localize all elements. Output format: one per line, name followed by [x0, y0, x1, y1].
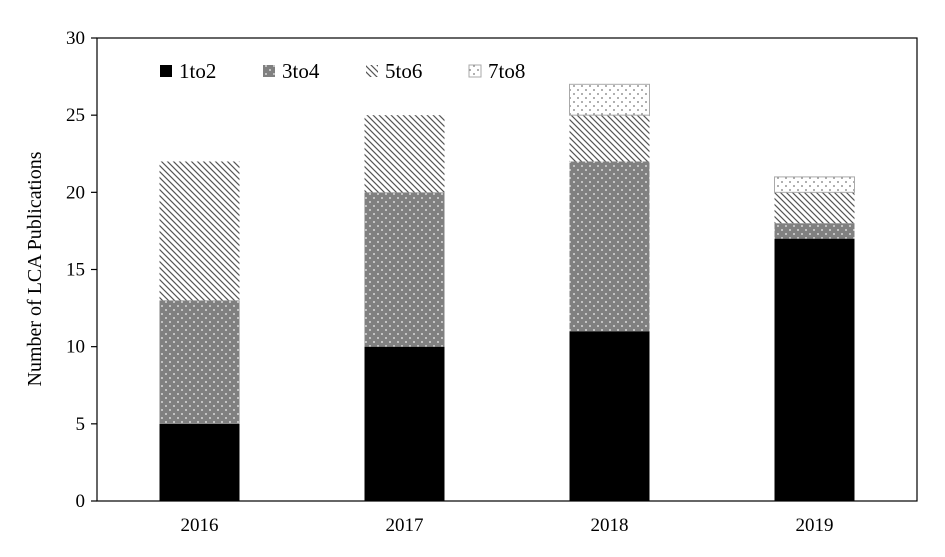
bar-3to4-2017 [364, 192, 445, 347]
x-tick-label: 2017 [386, 515, 424, 536]
x-axis: 2016 2017 2018 2019 [181, 515, 834, 536]
bar-5to6-2017 [364, 115, 445, 193]
x-tick-label: 2016 [181, 515, 219, 536]
y-tick-label: 5 [76, 414, 86, 435]
y-tick-label: 0 [76, 491, 86, 512]
legend-label-1to2: 1to2 [179, 59, 216, 83]
y-tick-label: 15 [66, 260, 85, 281]
x-tick-label: 2018 [591, 515, 629, 536]
y-tick-label: 25 [66, 105, 85, 126]
legend-swatch-5to6 [366, 65, 378, 77]
y-axis: 0 5 10 15 20 25 30 [66, 28, 97, 512]
legend-label-7to8: 7to8 [488, 59, 525, 83]
legend-label-3to4: 3to4 [282, 59, 320, 83]
bar-5to6-2018 [569, 115, 650, 162]
bar-7to8-2018 [569, 83, 650, 116]
legend-label-5to6: 5to6 [385, 59, 422, 83]
bar-3to4-2019 [774, 223, 855, 239]
bar-1to2-2017 [364, 346, 445, 501]
bar-5to6-2016 [159, 161, 240, 301]
legend-swatch-1to2 [160, 65, 172, 77]
legend-swatch-7to8 [468, 64, 482, 78]
bars-layer [159, 83, 855, 501]
bar-7to8-2019 [774, 176, 855, 193]
bar-1to2-2018 [569, 331, 650, 501]
y-tick-label: 30 [66, 28, 85, 49]
bar-1to2-2016 [159, 423, 240, 501]
y-axis-title: Number of LCA Publications [24, 151, 46, 386]
bar-1to2-2019 [774, 238, 855, 501]
bar-3to4-2018 [569, 161, 650, 332]
legend-swatch-3to4 [263, 65, 275, 77]
y-tick-label: 10 [66, 337, 85, 358]
bar-5to6-2019 [774, 192, 855, 224]
legend: 1to2 3to4 5to6 7to8 [160, 59, 525, 83]
x-tick-label: 2019 [796, 515, 834, 536]
bar-3to4-2016 [159, 300, 240, 424]
y-tick-label: 20 [66, 182, 85, 203]
